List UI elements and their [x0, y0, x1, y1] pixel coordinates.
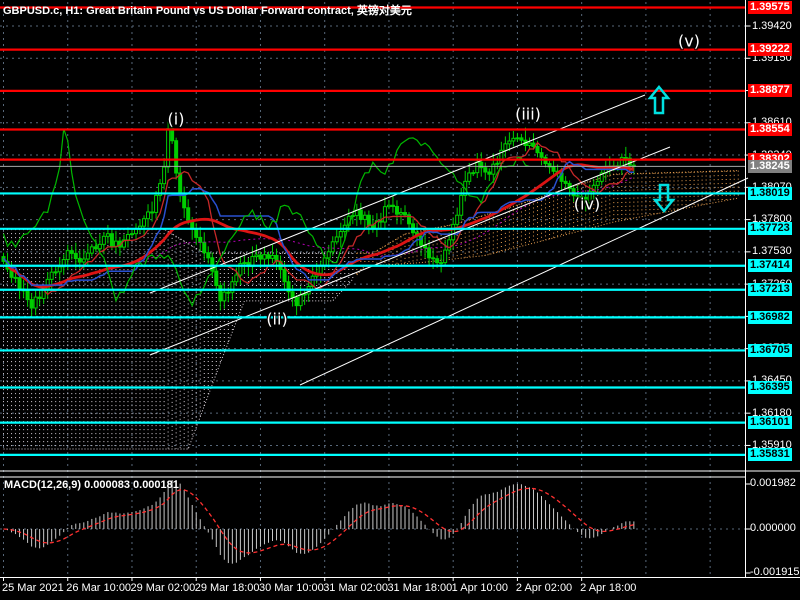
- resistance-price-label: 1.39222: [748, 43, 792, 57]
- current-price-label: 1.38245: [748, 159, 792, 173]
- elliott-wave-label[interactable]: (i): [167, 109, 185, 129]
- support-price-label: 1.36101: [748, 416, 792, 430]
- macd-panel: [3, 480, 635, 564]
- time-axis-label: 26 Mar 10:00: [66, 582, 132, 594]
- support-price-label: 1.36705: [748, 343, 792, 357]
- resistance-price-label: 1.38554: [748, 122, 792, 136]
- support-price-label: 1.36982: [748, 310, 792, 324]
- price-axis-tick-label: 1.35910: [752, 438, 792, 451]
- elliott-wave-label[interactable]: (iii): [515, 104, 541, 124]
- macd-scale-top: 0.001982: [750, 477, 796, 489]
- resistance-price-label: 1.38877: [748, 84, 792, 98]
- chart-title: GBPUSD.c, H1: Great Britain Pound vs US …: [3, 5, 412, 17]
- macd-signal-line: [3, 487, 634, 554]
- time-axis-label: 1 Apr 10:00: [451, 582, 508, 594]
- time-axis-label: 2 Apr 02:00: [515, 582, 573, 594]
- time-axis-label: 2 Apr 18:00: [580, 582, 637, 594]
- time-axis-label: 25 Mar 2021: [2, 582, 64, 594]
- signal-arrows[interactable]: [647, 85, 676, 213]
- price-levels[interactable]: [0, 6, 746, 456]
- elliott-wave-label[interactable]: (iv): [573, 194, 601, 214]
- support-price-label: 1.37723: [748, 222, 792, 236]
- macd-scale-zero: 0.000000: [750, 522, 796, 534]
- price-axis-tick-label: 1.37530: [752, 245, 792, 258]
- macd-indicator-label: MACD(12,26,9) 0.000083 0.000181: [4, 479, 179, 491]
- support-price-label: 1.38019: [748, 186, 792, 200]
- panel-frame: [0, 0, 800, 581]
- price-axis-tick-label: 1.36180: [752, 406, 792, 419]
- channel-line[interactable]: [149, 146, 671, 356]
- time-axis-label: 31 Mar 18:00: [387, 582, 453, 594]
- elliott-wave-label[interactable]: (v): [678, 31, 700, 51]
- support-price-label: 1.35831: [748, 448, 792, 462]
- down-arrow-icon[interactable]: [652, 183, 676, 213]
- channel-line[interactable]: [299, 177, 749, 386]
- time-axis-label: 29 Mar 02:00: [130, 582, 196, 594]
- ichimoku-cloud: [3, 170, 739, 450]
- support-price-label: 1.36395: [748, 380, 792, 394]
- support-price-label: 1.37414: [748, 259, 792, 273]
- time-axis-label: 29 Mar 18:00: [194, 582, 260, 594]
- support-price-label: 1.37213: [748, 283, 792, 297]
- resistance-price-label: 1.39575: [748, 0, 792, 14]
- time-axis-label: 30 Mar 10:00: [258, 582, 324, 594]
- time-axis-label: 31 Mar 02:00: [323, 582, 389, 594]
- macd-scale-bottom: -0.001915: [750, 566, 800, 578]
- up-arrow-icon[interactable]: [647, 85, 671, 115]
- price-axis-tick-label: 1.37800: [752, 213, 792, 226]
- price-axis-tick-label: 1.39420: [752, 19, 792, 32]
- elliott-wave-label[interactable]: (ii): [266, 309, 288, 329]
